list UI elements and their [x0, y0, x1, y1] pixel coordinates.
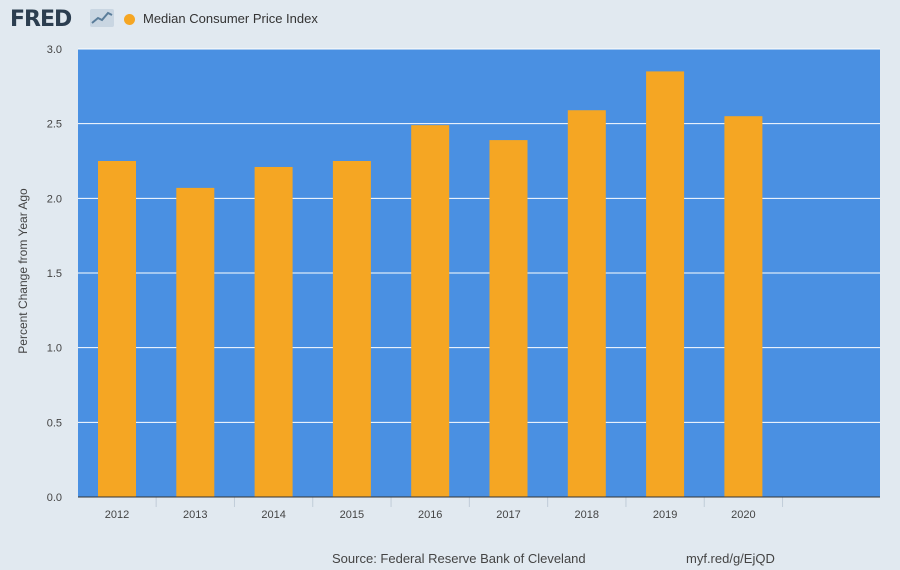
x-tick-label: 2017	[496, 509, 520, 521]
chart-header: FRED Median Consumer Price Index	[0, 0, 900, 40]
legend-marker	[124, 14, 135, 25]
y-axis-label: Percent Change from Year Ago	[16, 188, 30, 354]
bar	[411, 125, 450, 497]
legend-label: Median Consumer Price Index	[143, 11, 318, 26]
x-tick-label: 2012	[105, 509, 129, 521]
y-tick-label: 3.0	[47, 44, 62, 56]
y-tick-label: 1.5	[47, 268, 62, 280]
bar	[332, 161, 371, 497]
y-tick-label: 0.0	[47, 492, 62, 504]
bar	[724, 116, 763, 497]
short-link[interactable]: myf.red/g/EjQD	[686, 551, 775, 566]
x-tick-label: 2014	[261, 509, 285, 521]
x-tick-label: 2019	[653, 509, 677, 521]
bar	[254, 166, 293, 497]
bar	[567, 110, 606, 497]
x-tick-label: 2018	[575, 509, 599, 521]
x-tick-label: 2015	[340, 509, 364, 521]
bar	[98, 161, 136, 497]
bar	[489, 140, 528, 498]
bar-chart: 0.0 0.5 1.0 1.5 2.0 2.5 3.0 2012 2013 2014 2015 201…	[16, 44, 880, 521]
bar	[176, 187, 215, 497]
x-tick-label: 2016	[418, 509, 442, 521]
source-note: Source: Federal Reserve Bank of Clevelan…	[332, 551, 586, 566]
x-tick-label: 2013	[183, 509, 207, 521]
bar	[646, 71, 685, 498]
y-tick-label: 0.5	[47, 417, 62, 429]
y-tick-label: 2.5	[47, 119, 62, 131]
y-tick-label: 2.0	[47, 193, 62, 205]
fred-graph-icon	[90, 9, 114, 27]
x-tick-label: 2020	[731, 509, 755, 521]
fred-logo[interactable]: FRED	[10, 7, 72, 32]
y-tick-label: 1.0	[47, 343, 62, 355]
